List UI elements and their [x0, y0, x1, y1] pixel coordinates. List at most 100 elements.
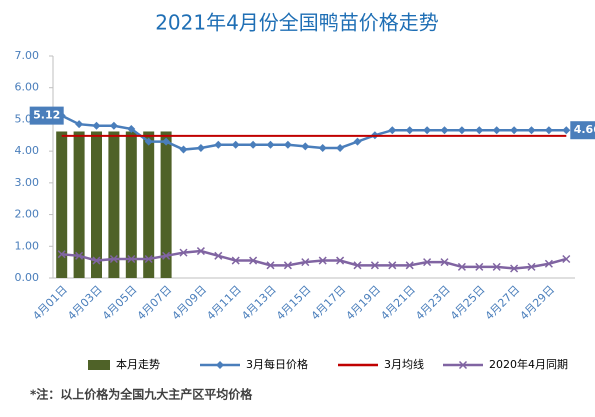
y-tick-label: 3.00	[15, 176, 40, 189]
point	[388, 261, 397, 270]
point	[318, 143, 327, 152]
line	[61, 249, 567, 270]
bar	[56, 131, 68, 278]
point	[544, 126, 553, 135]
point	[92, 121, 101, 130]
point	[405, 126, 414, 135]
x-tick-label: 4月29日	[518, 283, 558, 323]
point	[179, 145, 188, 154]
bar	[125, 131, 137, 278]
x-tick-label: 4月15日	[274, 283, 314, 323]
point	[475, 126, 484, 135]
point	[440, 126, 449, 135]
x-tick-label: 4月11日	[204, 283, 244, 323]
point	[92, 256, 101, 265]
x-tick-label: 4月03日	[65, 283, 105, 323]
x-tick-label: 4月05日	[100, 283, 140, 323]
point	[109, 254, 118, 264]
x-tick-label: 4月17日	[309, 283, 349, 323]
point	[249, 140, 258, 149]
y-tick-label: 6.00	[15, 81, 40, 94]
x-tick-label: 4月09日	[170, 283, 210, 323]
point	[353, 137, 362, 146]
point	[318, 256, 327, 265]
x-tick-label: 4月07日	[135, 283, 175, 323]
point	[231, 256, 240, 265]
point	[527, 262, 536, 271]
x-tick-label: 4月21日	[378, 283, 418, 323]
point	[283, 140, 292, 149]
point	[562, 254, 571, 264]
point	[162, 137, 171, 146]
point	[109, 121, 118, 130]
x-tick-label: 4月25日	[448, 283, 488, 323]
x-tick-label: 4月19日	[344, 283, 384, 323]
data-label-box	[29, 106, 64, 125]
x-tick-label: 4月23日	[413, 283, 453, 323]
legend-label: 2020年4月同期	[489, 357, 568, 371]
bar	[143, 131, 155, 278]
y-tick-label: 4.00	[15, 144, 40, 157]
point	[527, 126, 536, 135]
point	[301, 142, 310, 151]
point	[510, 126, 519, 135]
point	[562, 126, 571, 135]
legend-marker	[458, 360, 468, 370]
point	[492, 262, 501, 271]
point	[388, 126, 397, 135]
bar	[91, 131, 102, 278]
point	[301, 258, 310, 267]
point	[423, 126, 432, 135]
x-tick-label: 4月27日	[483, 283, 523, 323]
point	[266, 140, 275, 149]
point	[544, 259, 553, 268]
point	[214, 251, 223, 260]
point	[440, 258, 449, 267]
point	[162, 251, 171, 260]
point	[127, 124, 136, 133]
legend-swatch	[88, 360, 110, 370]
footnote: *注：以上价格为全国九大主产区平均价格	[30, 387, 253, 402]
point	[336, 256, 345, 265]
legend-label: 3月每日价格	[246, 357, 308, 371]
point	[283, 261, 292, 270]
legend-marker	[216, 361, 224, 369]
bar	[73, 131, 85, 278]
y-tick-label: 7.00	[15, 49, 40, 62]
point	[75, 120, 84, 129]
point	[457, 262, 466, 271]
data-label: 4.66	[574, 123, 595, 136]
point	[144, 254, 153, 264]
point	[510, 264, 519, 273]
point	[144, 137, 153, 146]
chart-title: 2021年4月份全国鸭苗价格走势	[155, 11, 439, 35]
point	[370, 261, 379, 270]
point	[492, 126, 501, 135]
data-label-box	[570, 121, 595, 140]
y-tick-label: 1.00	[15, 239, 40, 252]
point	[231, 140, 240, 149]
data-label: 5.12	[33, 109, 60, 122]
x-tick-label: 4月13日	[239, 283, 279, 323]
point	[353, 261, 362, 270]
line	[61, 114, 567, 151]
point	[336, 143, 345, 152]
point	[127, 254, 136, 264]
point	[266, 261, 275, 270]
point	[214, 140, 223, 149]
point	[475, 262, 484, 271]
legend-label: 本月走势	[116, 357, 160, 371]
point	[75, 251, 84, 260]
bar	[160, 131, 172, 278]
point	[196, 247, 205, 256]
point	[196, 143, 205, 152]
point	[57, 250, 66, 259]
point	[249, 256, 258, 265]
point	[423, 258, 432, 267]
bar	[108, 131, 120, 278]
legend-label: 3月均线	[384, 357, 424, 371]
point	[179, 248, 188, 257]
point	[457, 126, 466, 135]
point	[405, 261, 414, 270]
